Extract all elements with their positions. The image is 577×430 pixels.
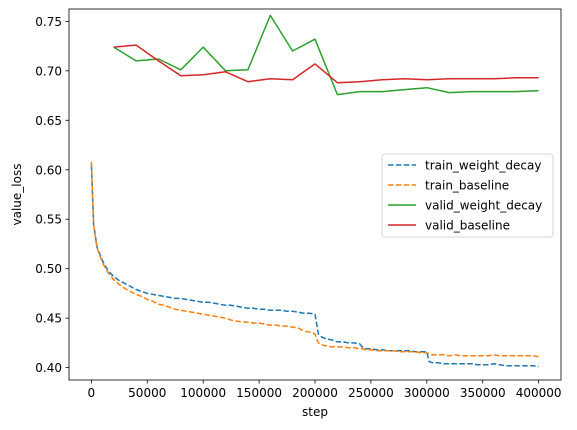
series-line-valid-weight-decay bbox=[113, 14, 539, 96]
x-tick-label: 250000 bbox=[348, 386, 394, 400]
x-tick-label: 50000 bbox=[128, 386, 166, 400]
legend-box bbox=[381, 153, 554, 238]
legend-label: train_baseline bbox=[425, 179, 509, 193]
legend-label: train_weight_decay bbox=[425, 159, 541, 173]
x-axis-label: step bbox=[302, 405, 328, 419]
series-line-valid-baseline bbox=[113, 44, 539, 84]
y-tick-label: 0.70 bbox=[35, 64, 62, 78]
x-tick-label: 150000 bbox=[236, 386, 282, 400]
series-line-train-weight-decay bbox=[90, 164, 539, 368]
plot-lines bbox=[90, 14, 539, 368]
x-axis-ticks: 0 50000 100000 150000 200000 250000 300000 3500… bbox=[88, 380, 562, 400]
x-tick-label: 200000 bbox=[292, 386, 338, 400]
y-tick-label: 0.45 bbox=[35, 312, 62, 326]
y-tick-label: 0.65 bbox=[35, 114, 62, 128]
y-tick-label: 0.40 bbox=[35, 361, 62, 375]
series-line-train-baseline bbox=[90, 161, 539, 358]
x-tick-label: 400000 bbox=[516, 386, 562, 400]
y-tick-label: 0.50 bbox=[35, 262, 62, 276]
y-axis-ticks: 0.40 0.45 0.50 0.55 0.60 0.65 0.70 0.75 bbox=[35, 15, 69, 375]
legend-label: valid_baseline bbox=[425, 219, 510, 233]
x-tick-label: 0 bbox=[88, 386, 96, 400]
legend-label: valid_weight_decay bbox=[425, 199, 542, 213]
x-tick-label: 350000 bbox=[460, 386, 506, 400]
legend: train_weight_decay train_baseline valid_we… bbox=[381, 153, 554, 238]
x-tick-label: 100000 bbox=[180, 386, 226, 400]
y-tick-label: 0.75 bbox=[35, 15, 62, 29]
y-tick-label: 0.60 bbox=[35, 163, 62, 177]
y-tick-label: 0.55 bbox=[35, 213, 62, 227]
y-axis-label: value_loss bbox=[10, 164, 24, 226]
x-tick-label: 300000 bbox=[404, 386, 450, 400]
